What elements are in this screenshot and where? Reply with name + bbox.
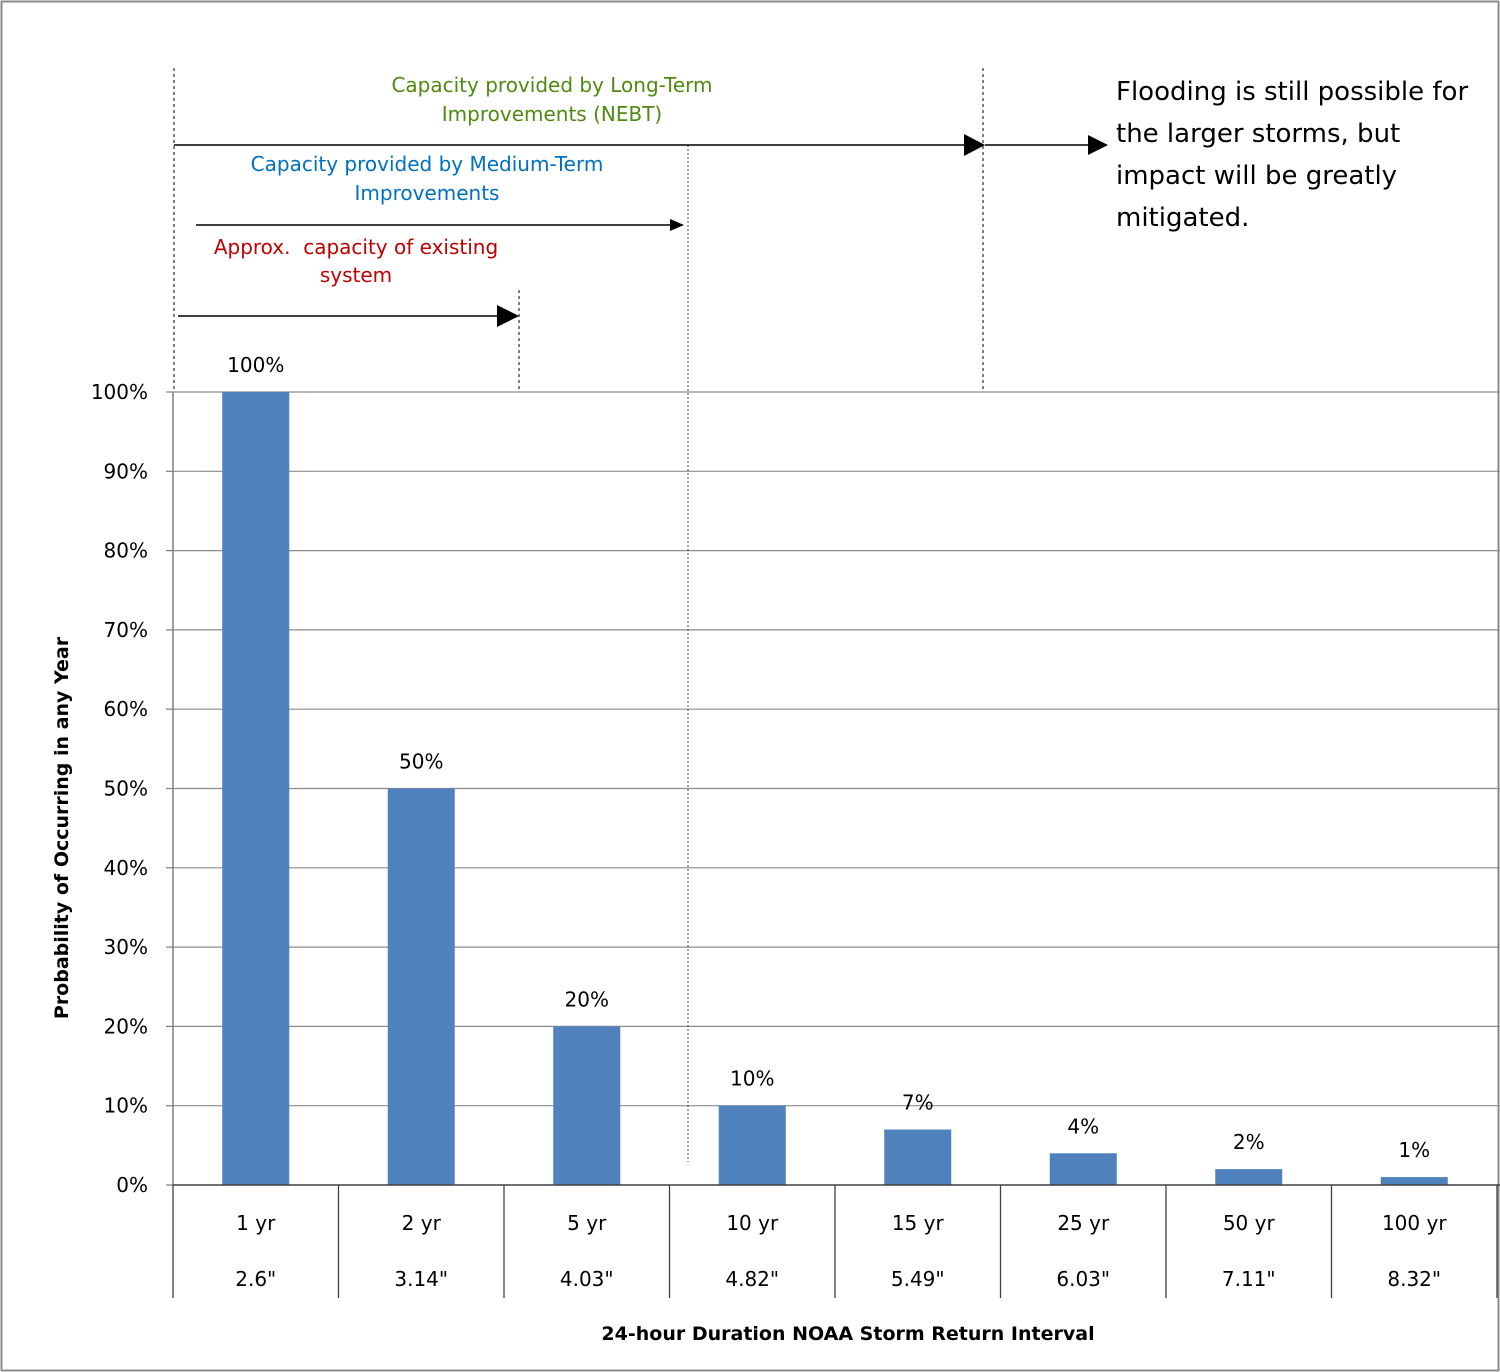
medium-term-arrowhead — [670, 219, 684, 231]
x-rainfall-label: 6.03" — [1056, 1267, 1110, 1291]
bar — [1049, 1153, 1117, 1185]
y-tick-label: 0% — [116, 1173, 148, 1197]
long-term-arrowhead — [964, 134, 985, 156]
long-term-label-line2: Improvements (NEBT) — [442, 102, 662, 126]
medium-term-label-line2: Improvements — [355, 181, 500, 205]
bar-data-labels: 100% 50% 20% 10% 7% 4% 2% 1% — [227, 353, 1430, 1162]
flooding-note-line3: impact will be greatly — [1116, 161, 1397, 191]
x-category-label: 50 yr — [1223, 1211, 1276, 1235]
bars — [222, 392, 1448, 1185]
long-term-label-line1: Capacity provided by Long-Term — [391, 73, 712, 97]
x-category-label: 1 yr — [236, 1211, 276, 1235]
bar-data-label: 100% — [227, 353, 284, 377]
y-tick-label: 20% — [104, 1014, 148, 1038]
bar-data-label: 50% — [399, 750, 443, 774]
flooding-arrowhead — [1088, 135, 1108, 155]
bar-data-label: 7% — [902, 1090, 934, 1114]
bar — [884, 1129, 952, 1185]
x-rainfall-label: 7.11" — [1222, 1267, 1276, 1291]
x-rainfall-label: 2.6" — [235, 1267, 276, 1291]
medium-term-label-line1: Capacity provided by Medium-Term — [251, 152, 604, 176]
flooding-note-line2: the larger storms, but — [1116, 119, 1400, 149]
x-rainfall-label: 3.14" — [394, 1267, 448, 1291]
x-category-label: 5 yr — [567, 1211, 607, 1235]
y-tick-label: 40% — [104, 856, 148, 880]
x-category-label: 100 yr — [1382, 1211, 1447, 1235]
y-axis-ticks: 0% 10% 20% 30% 40% 50% 60% 70% 80% 90% 100% — [91, 380, 173, 1197]
x-rainfall-label: 4.82" — [725, 1267, 779, 1291]
y-tick-label: 90% — [104, 459, 148, 483]
bar-data-label: 1% — [1398, 1138, 1430, 1162]
x-category-label: 10 yr — [726, 1211, 779, 1235]
bar — [553, 1026, 621, 1185]
y-tick-label: 70% — [104, 618, 148, 642]
x-rainfall-label: 5.49" — [891, 1267, 945, 1291]
x-category-label: 2 yr — [402, 1211, 442, 1235]
bar — [1380, 1177, 1448, 1185]
y-tick-label: 100% — [91, 380, 148, 404]
y-tick-label: 60% — [104, 697, 148, 721]
y-tick-label: 10% — [104, 1094, 148, 1118]
existing-label-line1: Approx. capacity of existing — [214, 235, 498, 259]
bar-data-label: 4% — [1067, 1114, 1099, 1138]
bar — [222, 392, 290, 1185]
bar-data-label: 2% — [1233, 1130, 1265, 1154]
existing-capacity-arrowhead — [497, 305, 519, 327]
y-tick-label: 80% — [104, 539, 148, 563]
y-axis-title: Probability of Occurring in any Year — [51, 636, 73, 1019]
bar-data-label: 10% — [730, 1067, 774, 1091]
bar — [718, 1105, 786, 1185]
y-tick-label: 30% — [104, 935, 148, 959]
x-axis-title: 24-hour Duration NOAA Storm Return Inter… — [601, 1323, 1094, 1345]
bar-data-label: 20% — [565, 987, 609, 1011]
existing-label-line2: system — [320, 263, 392, 287]
flooding-note-line4: mitigated. — [1116, 203, 1249, 233]
x-axis-table: 1 yr 2.6" 2 yr 3.14" 5 yr 4.03" 10 yr 4.82" 15 y… — [172, 1185, 1498, 1298]
bar — [387, 788, 455, 1185]
bar — [1215, 1169, 1283, 1185]
flooding-note-line1: Flooding is still possible for — [1116, 77, 1468, 107]
x-rainfall-label: 4.03" — [560, 1267, 614, 1291]
x-category-label: 15 yr — [892, 1211, 945, 1235]
x-category-label: 25 yr — [1057, 1211, 1110, 1235]
y-tick-label: 50% — [104, 777, 148, 801]
x-rainfall-label: 8.32" — [1387, 1267, 1441, 1291]
